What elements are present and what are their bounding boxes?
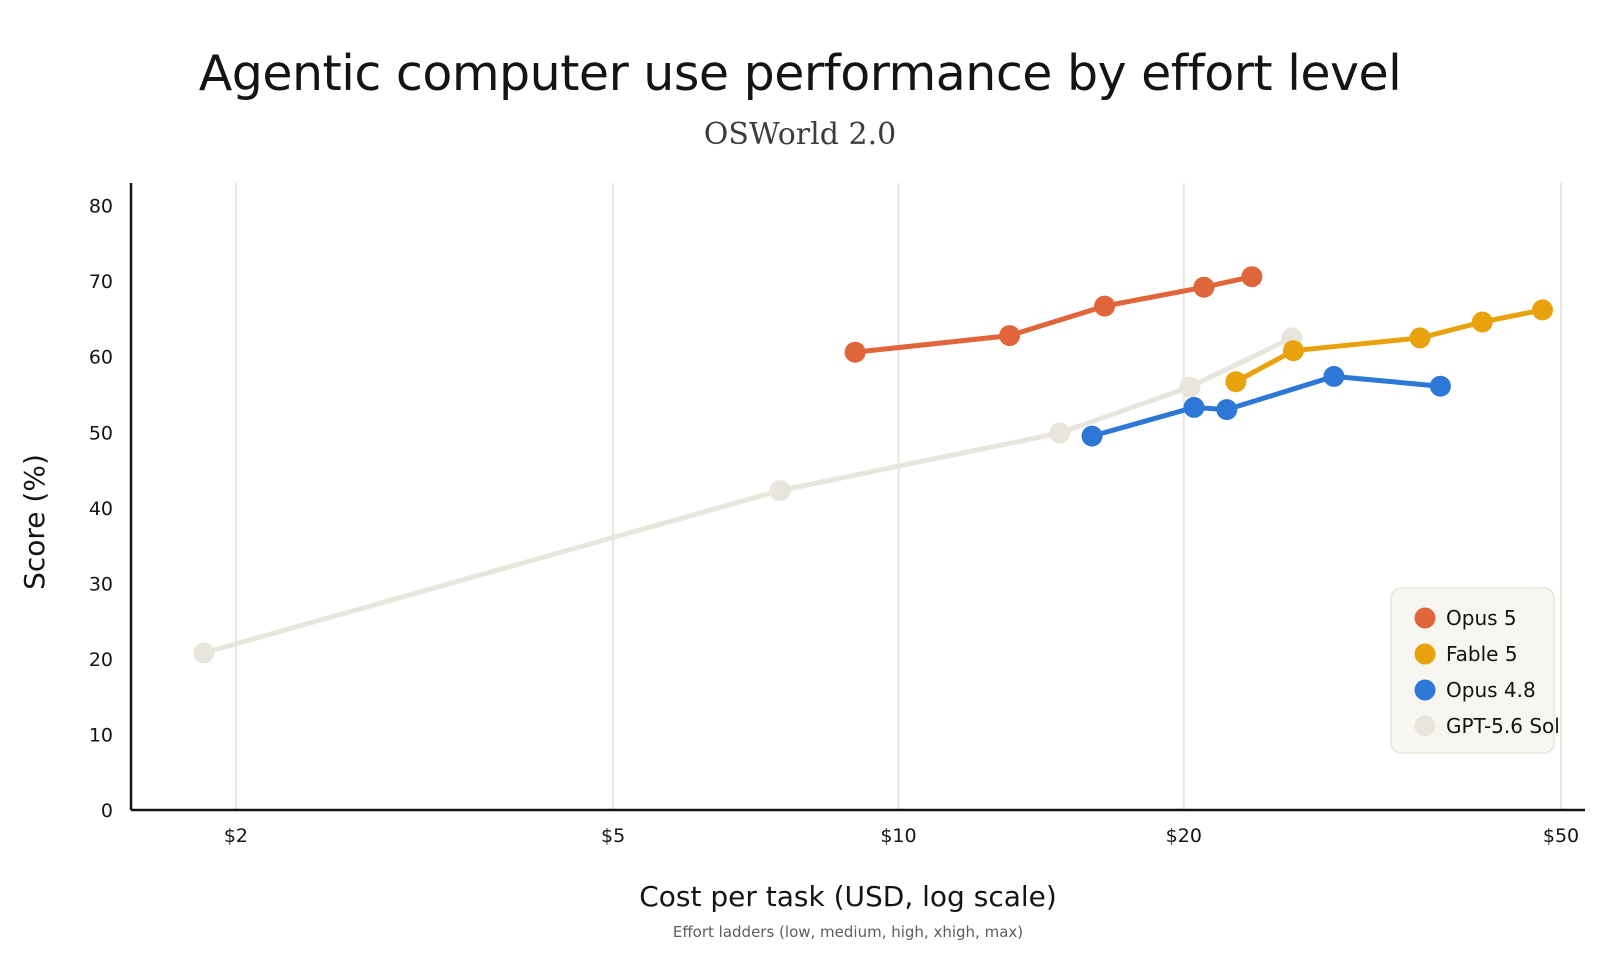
data-point-opus-4-8-5 bbox=[1429, 375, 1451, 397]
chart-title: Agentic computer use performance by effo… bbox=[199, 45, 1402, 102]
data-point-opus-4-8-2 bbox=[1183, 396, 1205, 418]
data-point-opus-5-1 bbox=[844, 341, 866, 363]
series-opus-4-8 bbox=[1081, 365, 1451, 447]
legend-marker-opus-5 bbox=[1414, 607, 1436, 629]
y-tick-labels: 0 10 20 30 40 50 60 70 80 bbox=[89, 196, 113, 822]
legend: Opus 5 Fable 5 Opus 4.8 GPT-5.6 Sol bbox=[1390, 587, 1560, 754]
data-point-gpt-5-6-sol-4 bbox=[1179, 376, 1201, 398]
legend-marker-fable-5 bbox=[1414, 643, 1436, 665]
axes bbox=[129, 183, 1585, 812]
grid-lines bbox=[234, 183, 1563, 810]
y-tick-label: 40 bbox=[89, 498, 113, 520]
legend-item-fable-5: Fable 5 bbox=[1414, 642, 1518, 666]
legend-label-fable-5: Fable 5 bbox=[1446, 642, 1518, 666]
x-tick-label: $50 bbox=[1543, 825, 1579, 847]
y-tick-label: 0 bbox=[101, 800, 113, 822]
data-point-fable-5-3 bbox=[1409, 327, 1431, 349]
y-tick-label: 50 bbox=[89, 422, 113, 444]
legend-item-gpt-5-6-sol: GPT-5.6 Sol bbox=[1414, 714, 1560, 738]
series-line-opus-4-8 bbox=[1089, 373, 1443, 439]
legend-item-opus-5: Opus 5 bbox=[1414, 606, 1517, 630]
y-tick-label: 10 bbox=[89, 724, 113, 746]
series-opus-5 bbox=[844, 266, 1263, 363]
data-point-gpt-5-6-sol-3 bbox=[1049, 422, 1071, 444]
y-tick-label: 20 bbox=[89, 649, 113, 671]
y-tick-label: 70 bbox=[89, 271, 113, 293]
data-point-opus-4-8-3 bbox=[1216, 399, 1238, 421]
data-point-opus-4-8-4 bbox=[1323, 365, 1345, 387]
legend-marker-gpt-5-6-sol bbox=[1414, 715, 1436, 737]
chart-subtitle: OSWorld 2.0 bbox=[704, 117, 896, 152]
data-point-fable-5-1 bbox=[1225, 371, 1247, 393]
x-axis-title: Cost per task (USD, log scale) bbox=[639, 880, 1057, 913]
legend-marker-opus-4-8 bbox=[1414, 679, 1436, 701]
x-tick-label: $5 bbox=[601, 825, 625, 847]
series-line-gpt-5-6-sol bbox=[201, 335, 1295, 656]
series-gpt-5-6-sol bbox=[193, 327, 1303, 664]
y-axis-title: Score (%) bbox=[18, 454, 51, 590]
series-line-opus-5 bbox=[852, 274, 1255, 355]
legend-label-opus-4-8: Opus 4.8 bbox=[1446, 678, 1536, 702]
chart-note: Effort ladders (low, medium, high, xhigh… bbox=[673, 923, 1023, 941]
data-point-fable-5-2 bbox=[1282, 340, 1304, 362]
data-point-gpt-5-6-sol-1 bbox=[193, 642, 215, 664]
y-tick-label: 60 bbox=[89, 347, 113, 369]
y-tick-label: 80 bbox=[89, 196, 113, 218]
legend-item-opus-4-8: Opus 4.8 bbox=[1414, 678, 1536, 702]
data-point-opus-4-8-1 bbox=[1081, 425, 1103, 447]
data-point-fable-5-5 bbox=[1532, 299, 1553, 321]
y-tick-label: 30 bbox=[89, 573, 113, 595]
data-point-opus-5-4 bbox=[1193, 276, 1215, 298]
series-fable-5 bbox=[1225, 299, 1553, 393]
series-lines bbox=[193, 266, 1553, 664]
data-point-fable-5-4 bbox=[1471, 311, 1493, 333]
data-point-opus-5-3 bbox=[1094, 295, 1116, 317]
data-point-opus-5-2 bbox=[999, 325, 1021, 347]
x-tick-label: $20 bbox=[1166, 825, 1202, 847]
legend-label-opus-5: Opus 5 bbox=[1446, 606, 1517, 630]
x-tick-label: $2 bbox=[224, 825, 248, 847]
legend-label-gpt-5-6-sol: GPT-5.6 Sol bbox=[1446, 714, 1560, 738]
x-tick-labels: $2 $5 $10 $20 $50 bbox=[224, 825, 1579, 847]
series-line-fable-5 bbox=[1233, 307, 1545, 385]
data-point-opus-5-5 bbox=[1241, 266, 1263, 288]
legend-box bbox=[1390, 587, 1555, 754]
x-tick-label: $10 bbox=[880, 825, 916, 847]
data-point-gpt-5-6-sol-2 bbox=[769, 480, 791, 501]
